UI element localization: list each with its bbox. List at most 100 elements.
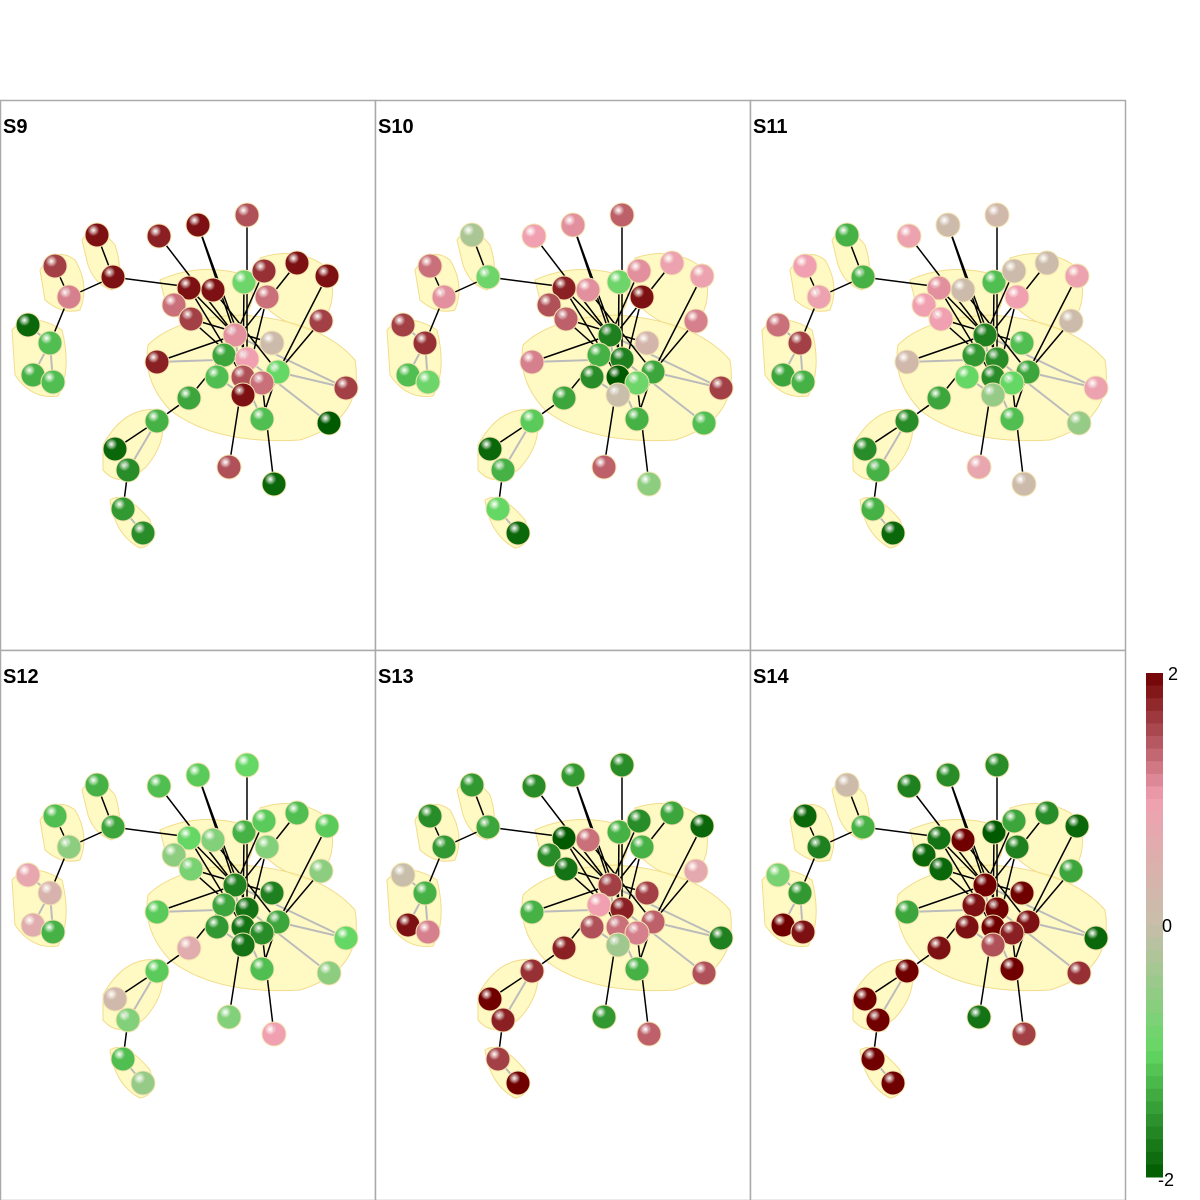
weak-edge xyxy=(246,908,330,974)
network-node xyxy=(1064,263,1090,289)
network-node xyxy=(634,880,660,906)
network-node xyxy=(251,258,277,284)
network-node xyxy=(865,457,891,483)
strong-edge xyxy=(1011,932,1025,1035)
network-node xyxy=(894,349,920,375)
network-node xyxy=(415,919,441,945)
network-node xyxy=(130,1070,156,1096)
network-node xyxy=(176,935,202,961)
network-node xyxy=(308,308,334,334)
network-node xyxy=(261,1021,287,1047)
network-node xyxy=(178,856,204,882)
network-node xyxy=(231,269,257,295)
network-node xyxy=(333,375,359,401)
panel-title: S14 xyxy=(753,666,789,688)
weak-edge xyxy=(609,884,722,939)
network-node xyxy=(852,986,878,1012)
colorbar-step xyxy=(1146,1063,1163,1077)
weak-edge xyxy=(984,334,1097,389)
network-node xyxy=(144,899,170,925)
network-node xyxy=(390,862,416,888)
network-node xyxy=(316,960,342,986)
network-node xyxy=(792,803,818,829)
network-graph xyxy=(761,202,1109,549)
network-node xyxy=(431,284,457,310)
network-node xyxy=(597,322,623,348)
network-node xyxy=(459,772,485,798)
network-node xyxy=(606,819,632,845)
colorbar-step xyxy=(1146,1101,1163,1115)
panels-layer: S9 S10 S11 S12 S13 S14 xyxy=(0,99,1127,1200)
network-node xyxy=(505,520,531,546)
colorbar-step xyxy=(1146,962,1163,976)
network-node xyxy=(636,471,662,497)
network-node xyxy=(790,919,816,945)
network-node xyxy=(144,958,170,984)
network-node xyxy=(249,406,275,432)
network-node xyxy=(1001,808,1027,834)
network-node xyxy=(551,935,577,961)
network-node xyxy=(579,364,605,390)
network-node xyxy=(683,308,709,334)
network-node xyxy=(926,385,952,411)
network-node xyxy=(691,410,717,436)
network-node xyxy=(708,375,734,401)
network-node xyxy=(591,454,617,480)
network-node xyxy=(254,284,280,310)
colorbar-step xyxy=(1146,673,1163,687)
network-node xyxy=(806,284,832,310)
network-node xyxy=(412,880,438,906)
network-node xyxy=(950,277,976,303)
colorbar-mid-label: 0 xyxy=(1162,916,1172,936)
network-node xyxy=(629,284,655,310)
colorbar-step xyxy=(1146,1126,1163,1140)
network-node xyxy=(459,222,485,248)
network-node xyxy=(896,223,922,249)
network-node xyxy=(185,762,211,788)
network-node xyxy=(1001,258,1027,284)
network-node xyxy=(110,496,136,522)
network-node xyxy=(211,342,237,368)
strong-edge xyxy=(652,825,703,923)
network-node xyxy=(204,364,230,390)
colorbar-step xyxy=(1146,874,1163,888)
network-node xyxy=(575,827,601,853)
network-node xyxy=(40,919,66,945)
network-node xyxy=(314,813,340,839)
network-panel: S13 xyxy=(374,649,752,1200)
colorbar: 2 0 -2 xyxy=(1146,664,1178,1190)
colorbar-step xyxy=(1146,824,1163,838)
network-node xyxy=(683,858,709,884)
network-node xyxy=(161,292,187,318)
colorbar-step xyxy=(1146,912,1163,926)
strong-edge xyxy=(156,334,236,363)
colorbar-gradient xyxy=(1146,673,1163,1178)
network-node xyxy=(894,408,920,434)
network-node xyxy=(115,457,141,483)
network-graph xyxy=(386,752,734,1099)
network-node xyxy=(659,800,685,826)
strong-edge xyxy=(636,382,650,485)
network-node xyxy=(624,370,650,396)
network-node xyxy=(606,269,632,295)
network-node xyxy=(624,920,650,946)
strong-edge xyxy=(652,275,703,373)
network-node xyxy=(626,258,652,284)
network-node xyxy=(475,264,501,290)
network-node xyxy=(200,277,226,303)
colorbar-min-label: -2 xyxy=(1158,1170,1174,1190)
network-node xyxy=(144,408,170,434)
network-node xyxy=(961,892,987,918)
network-node xyxy=(259,330,285,356)
network-node xyxy=(505,1070,531,1096)
network-node xyxy=(1034,250,1060,276)
network-node xyxy=(553,856,579,882)
network-panel: S11 xyxy=(749,99,1127,652)
colorbar-step xyxy=(1146,1013,1163,1027)
weak-edge xyxy=(609,334,722,389)
network-node xyxy=(431,834,457,860)
network-node xyxy=(935,762,961,788)
network-node xyxy=(1058,308,1084,334)
network-node xyxy=(231,819,257,845)
network-node xyxy=(536,842,562,868)
